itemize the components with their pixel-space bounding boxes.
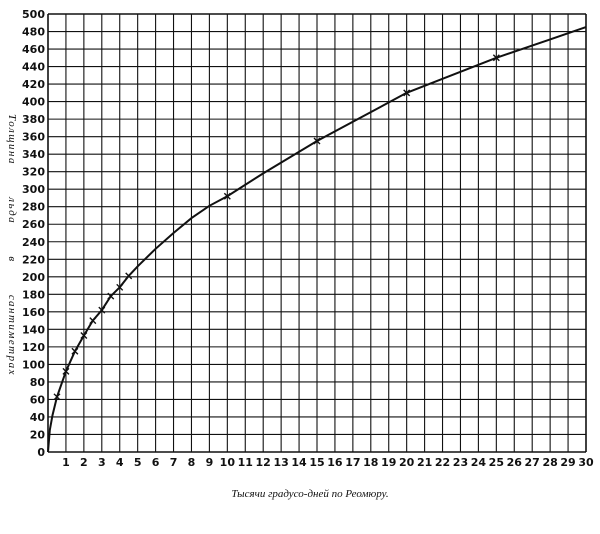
- x-tick-label: 11: [238, 456, 253, 469]
- x-tick-label: 26: [507, 456, 523, 469]
- x-tick-label: 9: [206, 456, 214, 469]
- y-tick-label: 20: [30, 428, 46, 441]
- observation-marker: [107, 292, 115, 300]
- observation-marker: [223, 192, 231, 200]
- observation-marker: [492, 54, 500, 62]
- x-tick-label: 22: [435, 456, 450, 469]
- y-tick-label: 80: [30, 376, 46, 389]
- x-axis-label: Тысячи градусо-дней по Реомюру.: [231, 488, 388, 500]
- observation-marker: [62, 367, 70, 375]
- y-tick-label: 340: [22, 148, 45, 161]
- x-tick-label: 27: [525, 456, 540, 469]
- y-axis-label: Толщина льда в сантиметрах: [6, 114, 18, 376]
- y-tick-label: 100: [22, 358, 45, 371]
- observation-marker: [116, 283, 124, 291]
- x-tick-label: 12: [256, 456, 271, 469]
- y-tick-label: 480: [22, 26, 45, 39]
- y-tick-label: 500: [22, 8, 45, 21]
- x-tick-label: 20: [399, 456, 415, 469]
- x-tick-label: 6: [152, 456, 160, 469]
- observation-markers: [53, 54, 500, 401]
- observation-marker: [313, 137, 321, 145]
- x-tick-label: 15: [309, 456, 324, 469]
- x-tick-label: 28: [542, 456, 557, 469]
- observation-marker: [125, 272, 133, 280]
- x-tick-labels: 1 2 3 4 5 6 7 8 9 10 11 12 13 14 15 16 17 18 19 20 21 22 23 24 2…: [62, 456, 594, 469]
- y-tick-label: 140: [22, 323, 45, 336]
- y-tick-label: 460: [22, 43, 45, 56]
- x-tick-label: 7: [170, 456, 178, 469]
- y-tick-label: 0: [37, 446, 45, 459]
- x-tick-label: 30: [578, 456, 594, 469]
- y-tick-label: 440: [22, 61, 45, 74]
- observation-marker: [403, 89, 411, 97]
- x-tick-label: 29: [560, 456, 575, 469]
- y-tick-label: 320: [22, 166, 45, 179]
- x-tick-label: 19: [381, 456, 396, 469]
- y-tick-label: 60: [30, 393, 46, 406]
- y-tick-label: 160: [22, 306, 45, 319]
- y-tick-label: 300: [22, 183, 45, 196]
- x-tick-label: 14: [291, 456, 307, 469]
- observation-marker: [80, 331, 88, 339]
- x-tick-label: 13: [273, 456, 288, 469]
- x-tick-label: 1: [62, 456, 70, 469]
- y-tick-label: 120: [22, 341, 45, 354]
- y-tick-label: 280: [22, 201, 45, 214]
- observation-marker: [98, 306, 106, 314]
- y-tick-label: 40: [30, 411, 46, 424]
- x-tick-label: 23: [453, 456, 468, 469]
- y-tick-label: 180: [22, 288, 45, 301]
- y-tick-labels: 0 20 40 60 80 100 120 140 160 180 200 220 240 260 280 3…: [22, 8, 45, 459]
- y-tick-label: 420: [22, 78, 45, 91]
- x-tick-label: 3: [98, 456, 106, 469]
- x-tick-label: 16: [327, 456, 343, 469]
- x-tick-label: 21: [417, 456, 432, 469]
- y-tick-label: 220: [22, 253, 45, 266]
- y-tick-label: 400: [22, 96, 45, 109]
- observation-marker: [71, 347, 79, 355]
- observation-marker: [53, 393, 61, 401]
- x-tick-label: 4: [116, 456, 124, 469]
- x-tick-label: 8: [188, 456, 196, 469]
- x-tick-label: 24: [471, 456, 487, 469]
- y-tick-label: 380: [22, 113, 45, 126]
- series-line: [47, 26, 587, 453]
- x-tick-label: 10: [220, 456, 236, 469]
- y-tick-label: 240: [22, 236, 45, 249]
- y-tick-label: 260: [22, 218, 45, 231]
- y-tick-label: 360: [22, 131, 45, 144]
- x-tick-label: 18: [363, 456, 378, 469]
- observation-marker: [89, 317, 97, 325]
- grid: [47, 13, 587, 453]
- x-tick-label: 5: [134, 456, 142, 469]
- y-tick-label: 200: [22, 271, 45, 284]
- x-tick-label: 2: [80, 456, 88, 469]
- x-tick-label: 25: [489, 456, 504, 469]
- x-tick-label: 17: [345, 456, 360, 469]
